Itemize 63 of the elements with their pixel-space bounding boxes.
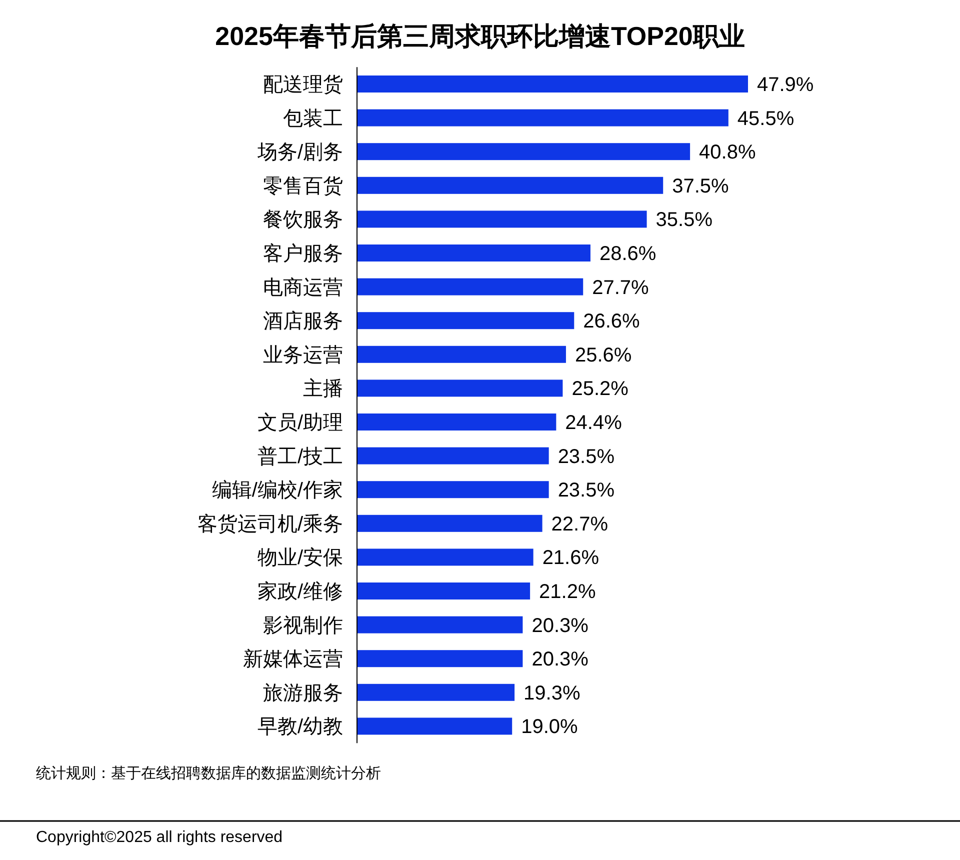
y-tick-label: 影视制作: [263, 614, 343, 637]
bar: [357, 176, 664, 194]
data-label: 23.5%: [558, 446, 615, 468]
y-tick-label: 配送理货: [263, 74, 343, 96]
bar: [357, 380, 563, 397]
data-label: 21.2%: [539, 581, 596, 603]
data-label: 23.5%: [558, 480, 615, 502]
data-label: 27.7%: [592, 276, 650, 299]
y-tick-label: 零售百货: [263, 175, 343, 198]
chart-title: 2025年春节后第三周求职环比增速TOP20职业: [215, 21, 745, 51]
bar: [357, 109, 728, 126]
text: Copyright©2025 all rights reserved: [36, 829, 283, 846]
bar: [357, 684, 515, 701]
bar: [357, 582, 530, 600]
y-tick-label: 主播: [303, 377, 343, 400]
y-tick-label: 普工/技工: [257, 444, 343, 468]
bar: [357, 718, 512, 735]
bar: [357, 481, 549, 498]
bar: [357, 312, 574, 330]
y-tick-label: 早教/幼教: [257, 716, 343, 738]
y-tick-label: 业务运营: [263, 344, 343, 366]
bar: [357, 447, 549, 464]
data-label: 22.7%: [551, 513, 608, 536]
bar: [357, 210, 647, 228]
bar: [357, 76, 748, 92]
data-label: 20.3%: [532, 648, 589, 671]
y-tick-label: 酒店服务: [263, 310, 343, 333]
bar: [357, 514, 542, 532]
y-tick-label: 物业/安保: [257, 547, 343, 570]
bar: [357, 414, 556, 430]
bar: [357, 346, 566, 363]
y-tick-label: 客货运司机/乘务: [197, 513, 343, 536]
bar: [357, 244, 590, 262]
bar: [357, 616, 523, 634]
data-label: 47.9%: [757, 74, 814, 96]
y-tick-label: 电商运营: [263, 276, 343, 299]
y-tick-label: 餐饮服务: [263, 209, 343, 232]
data-label: 45.5%: [737, 108, 794, 130]
y-tick-label: 编辑/编校/作家: [212, 480, 343, 502]
bar: [357, 650, 523, 668]
data-label: 40.8%: [699, 142, 756, 164]
data-label: 26.6%: [583, 310, 640, 333]
data-label: 35.5%: [656, 209, 713, 232]
data-label: 28.6%: [599, 243, 656, 265]
data-label: 19.3%: [524, 682, 580, 704]
bar: [357, 278, 584, 296]
data-label: 21.6%: [542, 547, 600, 570]
y-tick-label: 客户服务: [263, 243, 343, 265]
y-tick-label: 家政/维修: [257, 581, 343, 603]
y-tick-label: 旅游服务: [263, 682, 343, 704]
data-label: 25.2%: [572, 378, 629, 400]
data-label: 20.3%: [532, 614, 589, 637]
data-label: 24.4%: [565, 412, 622, 434]
data-label: 37.5%: [672, 175, 730, 198]
y-tick-label: 新媒体运营: [243, 648, 343, 671]
data-label: 25.6%: [574, 344, 632, 366]
bar: [357, 143, 690, 160]
data-label: 19.0%: [521, 716, 578, 738]
y-tick-label: 场务/剧务: [256, 142, 343, 164]
y-tick-label: 包装工: [283, 108, 343, 130]
text: 统计规则：基于在线招聘数据库的数据监测统计分析: [36, 765, 381, 782]
bar: [357, 548, 534, 566]
y-tick-label: 文员/助理: [257, 412, 343, 434]
